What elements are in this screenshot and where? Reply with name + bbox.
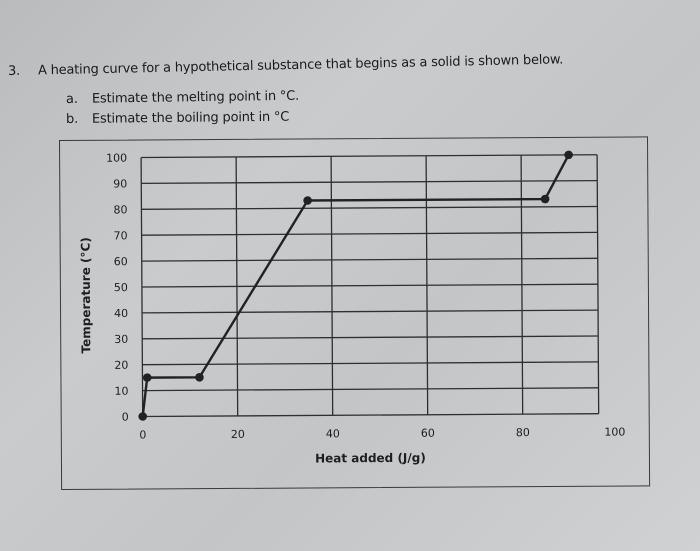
gridline-horizontal [142, 361, 599, 366]
data-point-marker [138, 412, 147, 421]
y-tick-label: 100 [106, 152, 127, 165]
question-prompt: 3. A heating curve for a hypothetical sub… [8, 52, 563, 79]
chart-tick-labels: 0 10 20 30 40 50 60 70 80 90 100 0 20 40 60 80 100 [106, 152, 625, 442]
data-point-marker [564, 150, 573, 160]
x-axis-title: Heat added (J/g) [315, 451, 426, 466]
y-axis-title: Temperature (°C) [79, 237, 94, 353]
y-tick-label: 50 [114, 281, 128, 294]
gridline-horizontal [142, 413, 599, 418]
x-tick-label: 60 [421, 427, 435, 440]
gridline-horizontal [142, 335, 599, 340]
data-point-marker [540, 194, 550, 204]
y-tick-label: 70 [114, 229, 128, 242]
gridline-horizontal [141, 231, 598, 236]
y-tick-label: 40 [114, 307, 128, 320]
x-tick-label: 100 [604, 426, 625, 439]
gridline-horizontal [141, 154, 598, 159]
gridline-horizontal [141, 179, 598, 185]
x-tick-label: 40 [326, 427, 340, 440]
gridline-horizontal [142, 309, 599, 314]
heating-curve-chart: 0 10 20 30 40 50 60 70 80 90 100 0 20 40 60 80 100 Heat … [79, 150, 625, 466]
gridline-vertical [235, 156, 239, 416]
question-number: 3. [7, 63, 21, 79]
chart-grid [140, 154, 600, 418]
question-part-b: b. Estimate the boiling point in °C [66, 110, 289, 127]
gridline-vertical [330, 156, 334, 416]
heating-curve-line [141, 154, 570, 417]
gridline-vertical [425, 155, 429, 415]
part-b-text: Estimate the boiling point in °C [91, 109, 290, 127]
y-tick-label: 10 [114, 385, 128, 398]
y-tick-label: 30 [114, 333, 128, 346]
y-tick-label: 20 [114, 359, 128, 372]
y-tick-label: 80 [113, 203, 127, 216]
data-point-marker [303, 196, 312, 205]
question-part-a: a. Estimate the melting point in °C. [66, 89, 299, 107]
y-tick-label: 90 [113, 177, 127, 190]
part-a-letter: a. [65, 91, 78, 107]
plot-border-right [596, 154, 600, 414]
gridline-horizontal [141, 257, 598, 262]
part-a-text: Estimate the melting point in °C. [91, 88, 300, 107]
y-tick-label: 0 [122, 411, 129, 424]
x-tick-label: 20 [231, 428, 245, 441]
gridline-horizontal [141, 205, 598, 210]
gridline-vertical [140, 157, 144, 417]
gridline-horizontal [141, 283, 598, 288]
x-tick-label: 0 [139, 428, 146, 441]
y-tick-label: 60 [114, 255, 128, 268]
chart-frame: 0 10 20 30 40 50 60 70 80 90 100 0 20 40 60 80 100 Heat … [59, 136, 651, 490]
data-point-marker [142, 373, 152, 382]
gridline-horizontal [142, 387, 599, 392]
chart-series [138, 150, 573, 421]
x-tick-label: 80 [516, 426, 530, 439]
gridline-vertical [520, 155, 524, 415]
question-text: A heating curve for a hypothetical subst… [37, 52, 564, 79]
data-point-marker [195, 372, 204, 382]
part-b-letter: b. [65, 111, 79, 127]
